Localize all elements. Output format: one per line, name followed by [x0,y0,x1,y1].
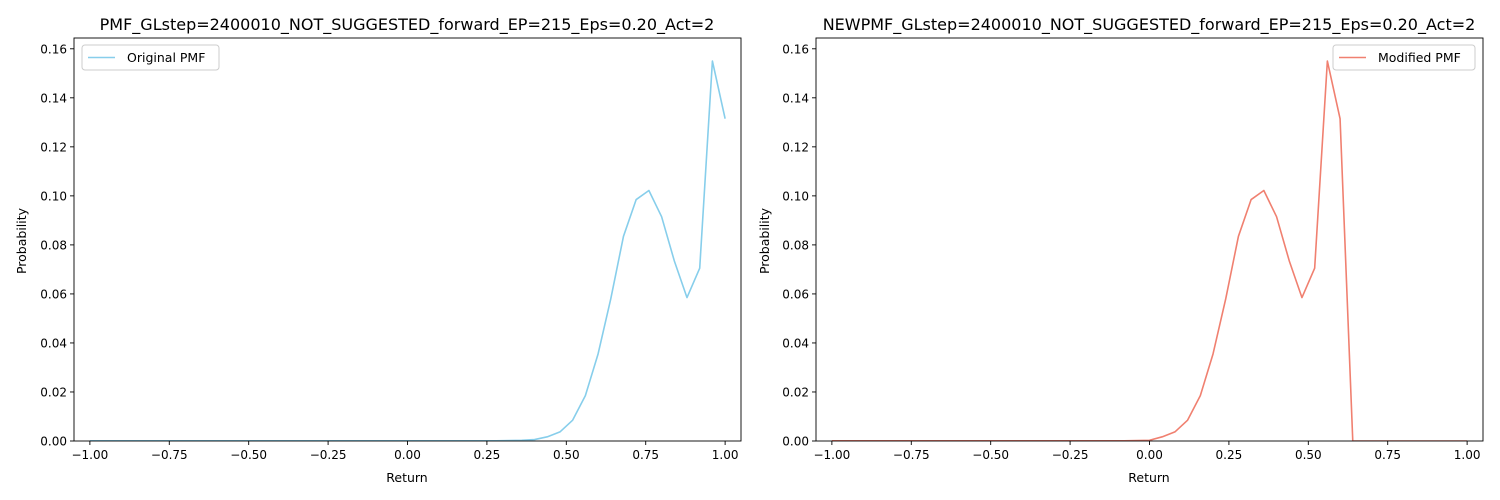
y-tick-label: 0.10 [782,189,809,203]
y-tick-label: 0.08 [40,238,67,252]
x-axis-label: Return [386,470,427,485]
y-tick-label: 0.12 [40,140,67,154]
x-tick-label: −0.25 [310,448,347,462]
y-axis-label: Probability [14,207,29,274]
legend-box [1332,44,1476,71]
y-tick-label: 0.02 [40,385,67,399]
x-tick-label: −1.00 [813,448,850,462]
x-tick-label: −0.25 [1052,448,1089,462]
chart-title: PMF_GLstep=2400010_NOT_SUGGESTED_forward… [100,15,715,35]
y-tick-label: 0.02 [782,385,809,399]
y-tick-label: 0.14 [782,91,809,105]
x-tick-label: 0.75 [1374,448,1401,462]
legend: Original PMF [81,44,220,71]
y-tick-label: 0.08 [782,238,809,252]
y-tick-label: 0.06 [782,287,809,301]
series-line-0 [89,60,726,441]
y-tick-label: 0.00 [40,435,67,449]
x-tick-label: −0.75 [893,448,930,462]
x-axis-label: Return [1128,470,1169,485]
y-tick-label: 0.12 [782,140,809,154]
y-tick-label: 0.14 [40,91,67,105]
x-tick-label: 0.50 [1295,448,1322,462]
x-tick-label: −0.75 [151,448,188,462]
x-tick-label: 0.00 [1136,448,1163,462]
y-axis-label: Probability [757,207,772,274]
y-tick-label: 0.04 [40,336,67,350]
chart-original-pmf: PMF_GLstep=2400010_NOT_SUGGESTED_forward… [14,15,742,485]
legend: Modified PMF [1332,44,1476,71]
x-tick-label: −0.50 [972,448,1009,462]
chart-title: NEWPMF_GLstep=2400010_NOT_SUGGESTED_forw… [823,15,1476,35]
legend-label: Modified PMF [1378,50,1461,65]
y-tick-label: 0.16 [40,42,67,56]
x-tick-label: 1.00 [1454,448,1481,462]
chart-modified-pmf: NEWPMF_GLstep=2400010_NOT_SUGGESTED_forw… [757,15,1484,485]
plot-area: −1.00 −0.75 −0.50 −0.25 0.00 0.25 0.50 0.75 1.00… [40,37,742,462]
x-tick-label: 1.00 [712,448,739,462]
y-tick-label: 0.16 [782,42,809,56]
legend-label: Original PMF [127,50,205,65]
series-line-0 [831,60,1468,441]
x-tick-label: −0.50 [230,448,267,462]
axes-frame [73,37,742,442]
x-tick-label: 0.00 [394,448,421,462]
y-tick-label: 0.06 [40,287,67,301]
x-tick-label: 0.50 [553,448,580,462]
plot-area: −1.00 −0.75 −0.50 −0.25 0.00 0.25 0.50 0.75 1.00… [782,37,1484,462]
y-tick-label: 0.04 [782,336,809,350]
y-tick-label: 0.10 [40,189,67,203]
y-tick-label: 0.00 [782,435,809,449]
axes-frame [815,37,1484,442]
x-tick-label: 0.25 [1216,448,1243,462]
x-tick-label: 0.75 [632,448,659,462]
x-tick-label: 0.25 [474,448,501,462]
x-tick-label: −1.00 [71,448,108,462]
legend-box [81,44,220,71]
